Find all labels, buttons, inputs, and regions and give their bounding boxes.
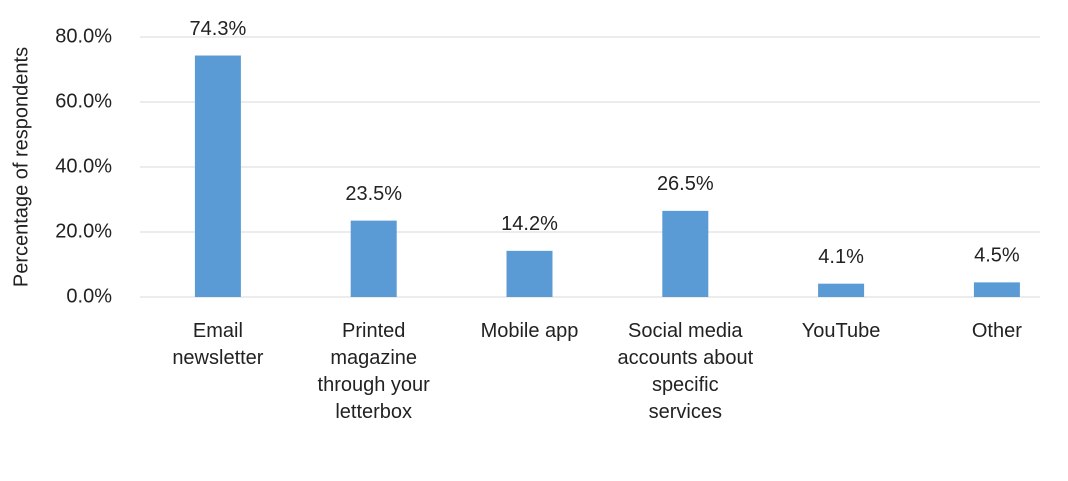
x-tick-label: Other: [971, 320, 1022, 342]
value-label: 74.3%: [190, 18, 247, 40]
value-label: 4.5%: [974, 245, 1020, 267]
x-tick-label: Social media accounts about specific ser…: [617, 320, 754, 423]
value-label: 14.2%: [501, 213, 558, 235]
y-tick-label: 0.0%: [66, 285, 112, 307]
value-label: 4.1%: [818, 246, 864, 268]
x-tick-label: Email newsletter: [172, 320, 264, 369]
bar: [194, 55, 241, 298]
x-tick-label: Mobile app: [480, 320, 579, 342]
bar: [818, 283, 865, 297]
y-tick-label: 40.0%: [55, 155, 112, 177]
y-axis-label: Percentage of respondents: [10, 47, 32, 287]
x-tick-label: Printed magazine through your letterbox: [317, 320, 430, 423]
bar: [973, 282, 1020, 297]
bar: [506, 250, 553, 297]
bar: [350, 220, 397, 297]
value-label: 23.5%: [345, 183, 402, 205]
bar: [662, 210, 709, 297]
value-label: 26.5%: [657, 173, 714, 195]
x-tick-label: YouTube: [801, 320, 881, 342]
y-tick-label: 20.0%: [55, 220, 112, 242]
y-tick-label: 80.0%: [55, 25, 112, 47]
y-tick-label: 60.0%: [55, 90, 112, 112]
